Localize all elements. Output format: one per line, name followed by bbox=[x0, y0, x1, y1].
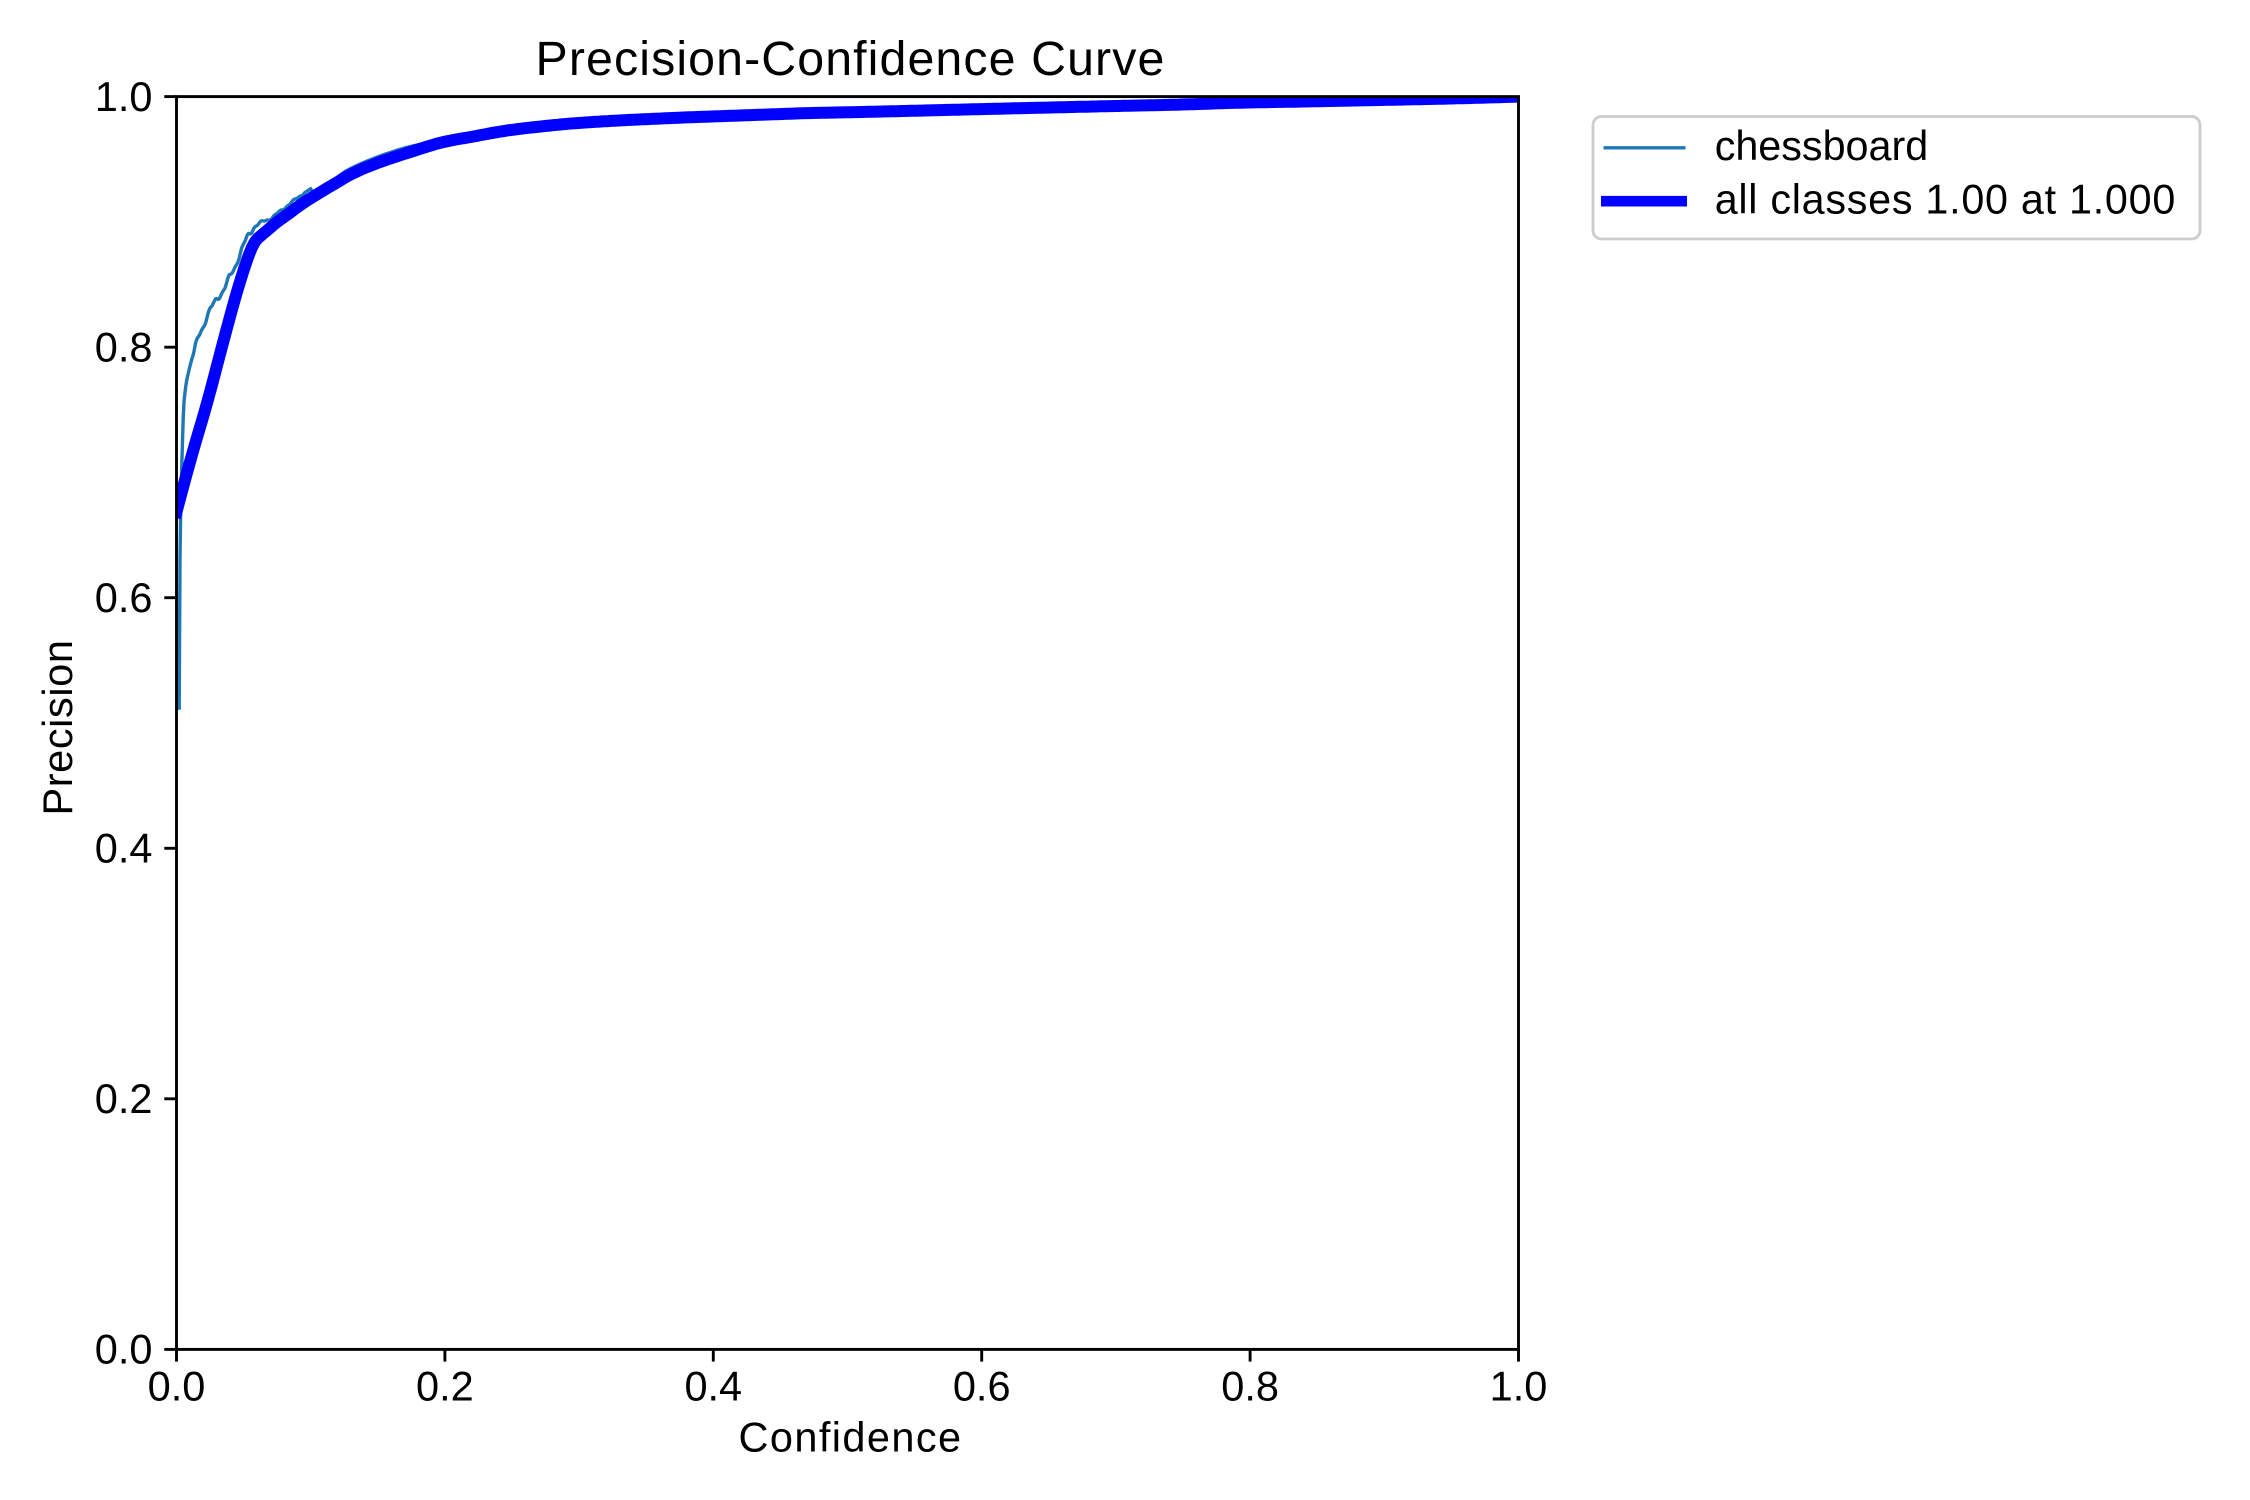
svg-text:chessboard: chessboard bbox=[1715, 123, 1929, 169]
svg-text:all classes 1.00 at 1.000: all classes 1.00 at 1.000 bbox=[1715, 176, 2176, 222]
svg-text:0.0: 0.0 bbox=[148, 1363, 206, 1410]
svg-text:Precision-Confidence Curve: Precision-Confidence Curve bbox=[536, 32, 1166, 86]
svg-text:0.8: 0.8 bbox=[95, 323, 153, 370]
svg-text:0.2: 0.2 bbox=[416, 1363, 474, 1410]
svg-text:Confidence: Confidence bbox=[739, 1413, 963, 1460]
svg-text:0.6: 0.6 bbox=[95, 574, 153, 621]
svg-text:0.4: 0.4 bbox=[95, 825, 153, 872]
svg-text:0.4: 0.4 bbox=[684, 1363, 742, 1410]
svg-text:0.2: 0.2 bbox=[95, 1075, 153, 1122]
svg-text:0.0: 0.0 bbox=[95, 1326, 153, 1373]
svg-text:0.8: 0.8 bbox=[1221, 1363, 1279, 1410]
svg-text:Precision: Precision bbox=[34, 639, 81, 815]
svg-text:0.6: 0.6 bbox=[953, 1363, 1011, 1410]
svg-text:1.0: 1.0 bbox=[95, 73, 153, 120]
svg-text:1.0: 1.0 bbox=[1490, 1363, 1548, 1410]
